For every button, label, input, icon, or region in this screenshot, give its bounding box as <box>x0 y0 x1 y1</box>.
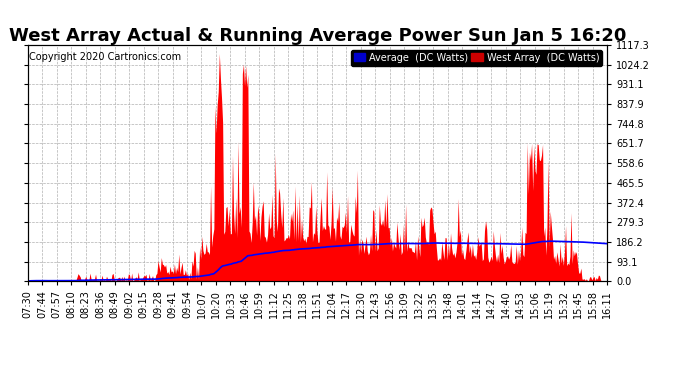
Legend: Average  (DC Watts), West Array  (DC Watts): Average (DC Watts), West Array (DC Watts… <box>351 50 602 66</box>
Text: Copyright 2020 Cartronics.com: Copyright 2020 Cartronics.com <box>29 52 181 62</box>
Title: West Array Actual & Running Average Power Sun Jan 5 16:20: West Array Actual & Running Average Powe… <box>9 27 626 45</box>
